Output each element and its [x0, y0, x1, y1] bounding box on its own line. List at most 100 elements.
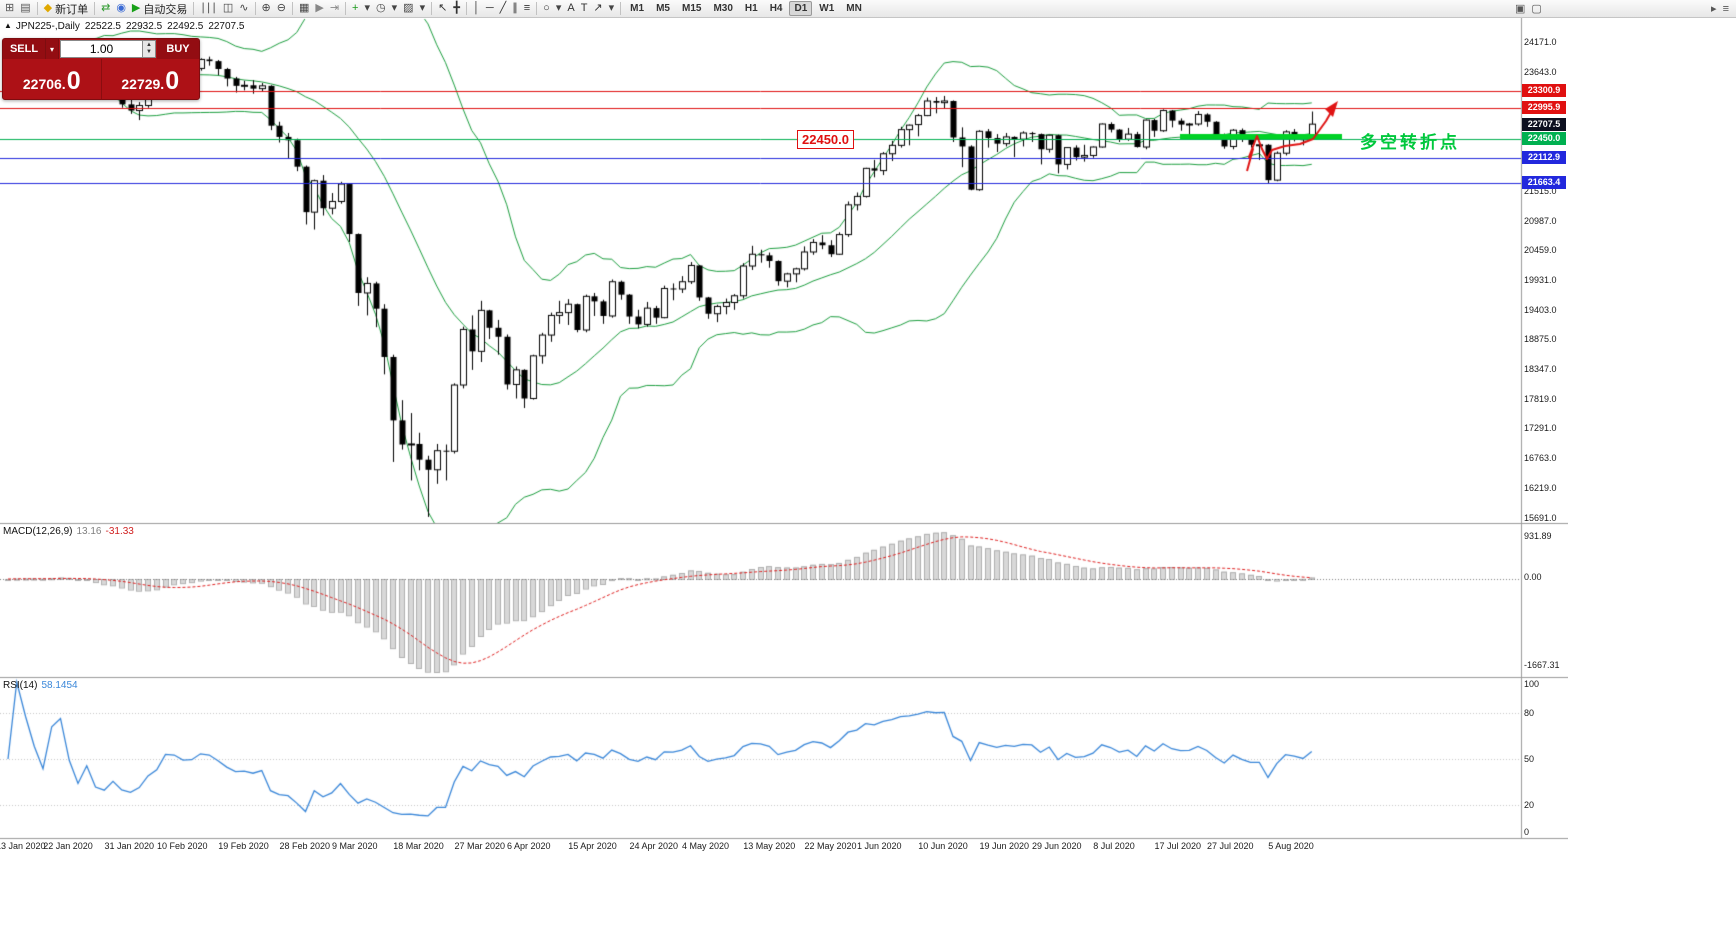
price-axis-label: 23643.0 — [1524, 66, 1557, 77]
bar-chart-icon[interactable]: ∣∣∣ — [198, 1, 219, 17]
candlestick-chart-icon[interactable]: ◫ — [221, 1, 235, 17]
rsi-value: 58.1454 — [41, 680, 78, 691]
price-axis-label: 15691.0 — [1524, 512, 1557, 523]
sell-button[interactable]: SELL — [3, 39, 45, 59]
stepper-up-icon[interactable]: ▲ — [146, 42, 152, 48]
new-order-button[interactable]: ◆ 新订单 — [42, 1, 90, 17]
stepper-down-icon[interactable]: ▼ — [146, 49, 152, 55]
community-icon[interactable]: ◉ — [114, 1, 128, 17]
date-label: 8 Jul 2020 — [1093, 841, 1135, 851]
rsi-axis-label: 80 — [1524, 707, 1535, 718]
new-chart-icon[interactable]: ⊞ — [3, 1, 16, 17]
text-icon[interactable]: A — [565, 1, 576, 17]
template-icon: ▨ — [403, 2, 414, 14]
timeframe-m30-button[interactable]: M30 — [713, 3, 733, 14]
channel-icon[interactable]: ∥ — [510, 1, 520, 17]
low-value: 22492.5 — [167, 21, 204, 32]
volume-input[interactable]: 1.00 — [60, 40, 143, 58]
toolbar-more-icon[interactable]: ▸ — [1709, 1, 1719, 17]
date-label: 6 Apr 2020 — [507, 841, 551, 851]
price-axis-label: 21515.0 — [1524, 186, 1557, 197]
line-chart-icon[interactable]: ∿ — [237, 1, 250, 17]
auto-scroll-icon[interactable]: ▶ — [313, 1, 325, 17]
horizontal-line-icon: ─ — [485, 2, 494, 14]
price-axis-label: 19403.0 — [1524, 304, 1557, 315]
periods-dropdown-icon[interactable]: ▾ — [390, 1, 400, 17]
zoom-out-icon[interactable]: ⊖ — [275, 1, 288, 17]
timeframe-m1-button[interactable]: M1 — [630, 3, 645, 14]
date-label: 28 Feb 2020 — [279, 841, 331, 851]
cursor-icon[interactable]: ↖ — [436, 1, 449, 17]
high-value: 22932.5 — [126, 21, 163, 32]
text-icon: A — [567, 2, 575, 14]
price-chart-canvas[interactable] — [0, 18, 1568, 852]
toolbar-items: ⊞ ▤ ◆ 新订单 ⇄ ◉ ▶ 自动交易 ∣∣∣ ◫ ∿ ⊕ ⊖ ▦ ▶ ⇥ + ▾ ◷ ▾ ▨ ▾ ↖ ╋ │ ─ ╱ ∥ ≡ ○ ▾ A T… — [2, 0, 868, 18]
trade-panel-header: SELL ▾ 1.00 ▲ ▼ BUY — [3, 39, 199, 59]
toolbar-menu-icon[interactable]: ≡ — [1721, 1, 1731, 17]
timeframe-m15-button[interactable]: M15 — [681, 3, 702, 14]
timeframe-w1-button[interactable]: W1 — [819, 3, 835, 14]
periods-icon: ◷ — [376, 2, 386, 14]
crosshair-icon[interactable]: ╋ — [451, 1, 462, 17]
timeframe-h4-button[interactable]: H4 — [769, 3, 783, 14]
collapse-panel-icon[interactable]: ▲ — [4, 21, 12, 30]
channel-icon: ∥ — [512, 2, 518, 14]
toolbar: ⊞ ▤ ◆ 新订单 ⇄ ◉ ▶ 自动交易 ∣∣∣ ◫ ∿ ⊕ ⊖ ▦ ▶ ⇥ + ▾ ◷ ▾ ▨ ▾ ↖ ╋ │ ─ ╱ ∥ ≡ ○ ▾ A T… — [0, 0, 1736, 18]
volume-stepper[interactable]: ▲ ▼ — [143, 40, 156, 58]
volume-dropdown-icon[interactable]: ▾ — [45, 39, 59, 59]
date-label: 31 Jan 2020 — [104, 841, 155, 851]
trendline-icon[interactable]: ╱ — [498, 1, 509, 17]
timeframe-d1-button[interactable]: D1 — [789, 1, 813, 16]
date-label: 1 Jun 2020 — [857, 841, 902, 851]
chart-shift-icon[interactable]: ⇥ — [328, 1, 341, 17]
timeframe-mn-button[interactable]: MN — [846, 3, 862, 14]
arrows-dropdown-icon[interactable]: ▾ — [607, 1, 617, 17]
price-tag: 22995.9 — [1522, 101, 1566, 115]
indicators-icon: + — [352, 2, 359, 14]
shapes-dropdown-icon: ▾ — [555, 2, 562, 14]
new-order-button-icon: ◆ — [43, 2, 53, 14]
mql5-sync-icon[interactable]: ⇄ — [99, 1, 112, 17]
macd-axis-label: -1667.31 — [1524, 660, 1560, 670]
auto-trading-button-icon: ▶ — [131, 2, 141, 14]
date-label: 27 Mar 2020 — [454, 841, 506, 851]
new-chart-icon: ⊞ — [5, 2, 15, 14]
macd-main-value: 13.16 — [76, 526, 102, 537]
auto-trading-button[interactable]: ▶ 自动交易 — [130, 1, 189, 17]
popup-prices-icon[interactable]: ▢ — [1529, 1, 1543, 17]
buy-button[interactable]: BUY — [157, 39, 199, 59]
periods-icon[interactable]: ◷ — [374, 1, 388, 17]
tile-windows-icon[interactable]: ▦ — [297, 1, 311, 17]
date-label: 15 Apr 2020 — [568, 841, 617, 851]
indicators-icon[interactable]: + — [350, 1, 360, 17]
macd-axis-label: 0.00 — [1524, 572, 1542, 582]
chart-profiles-icon[interactable]: ▤ — [18, 1, 32, 17]
shapes-dropdown-icon[interactable]: ▾ — [554, 1, 564, 17]
price-level-annotation[interactable]: 22450.0 — [797, 130, 854, 149]
horizontal-line-icon[interactable]: ─ — [484, 1, 496, 17]
vertical-line-icon[interactable]: │ — [471, 1, 482, 17]
turning-point-annotation[interactable]: 多空转折点 — [1360, 133, 1460, 152]
data-window-icon[interactable]: ▣ — [1513, 1, 1527, 17]
buy-price-main: 22729. — [121, 76, 165, 92]
buy-price[interactable]: 22729. 0 — [102, 59, 200, 99]
indicators-dropdown-icon[interactable]: ▾ — [362, 1, 372, 17]
template-dropdown-icon[interactable]: ▾ — [418, 1, 428, 17]
macd-signal-value: -31.33 — [105, 526, 134, 537]
arrows-icon[interactable]: ↗ — [591, 1, 604, 17]
template-icon[interactable]: ▨ — [401, 1, 415, 17]
fibonacci-icon[interactable]: ≡ — [522, 1, 532, 17]
price-tag: 22707.5 — [1522, 117, 1566, 131]
date-label: 18 Mar 2020 — [393, 841, 444, 851]
date-label: 22 Jan 2020 — [43, 841, 93, 851]
shapes-icon[interactable]: ○ — [541, 1, 552, 17]
date-label: 5 Aug 2020 — [1268, 841, 1314, 851]
sell-price[interactable]: 22706. 0 — [3, 59, 102, 99]
timeframe-h1-button[interactable]: H1 — [744, 3, 758, 14]
zoom-in-icon[interactable]: ⊕ — [260, 1, 273, 17]
timeframe-m5-button[interactable]: M5 — [656, 3, 670, 14]
price-axis-label: 20987.0 — [1524, 215, 1557, 226]
popup-prices-icon: ▢ — [1531, 2, 1542, 15]
text-label-icon[interactable]: T — [579, 1, 590, 17]
date-label: 22 May 2020 — [804, 841, 857, 851]
